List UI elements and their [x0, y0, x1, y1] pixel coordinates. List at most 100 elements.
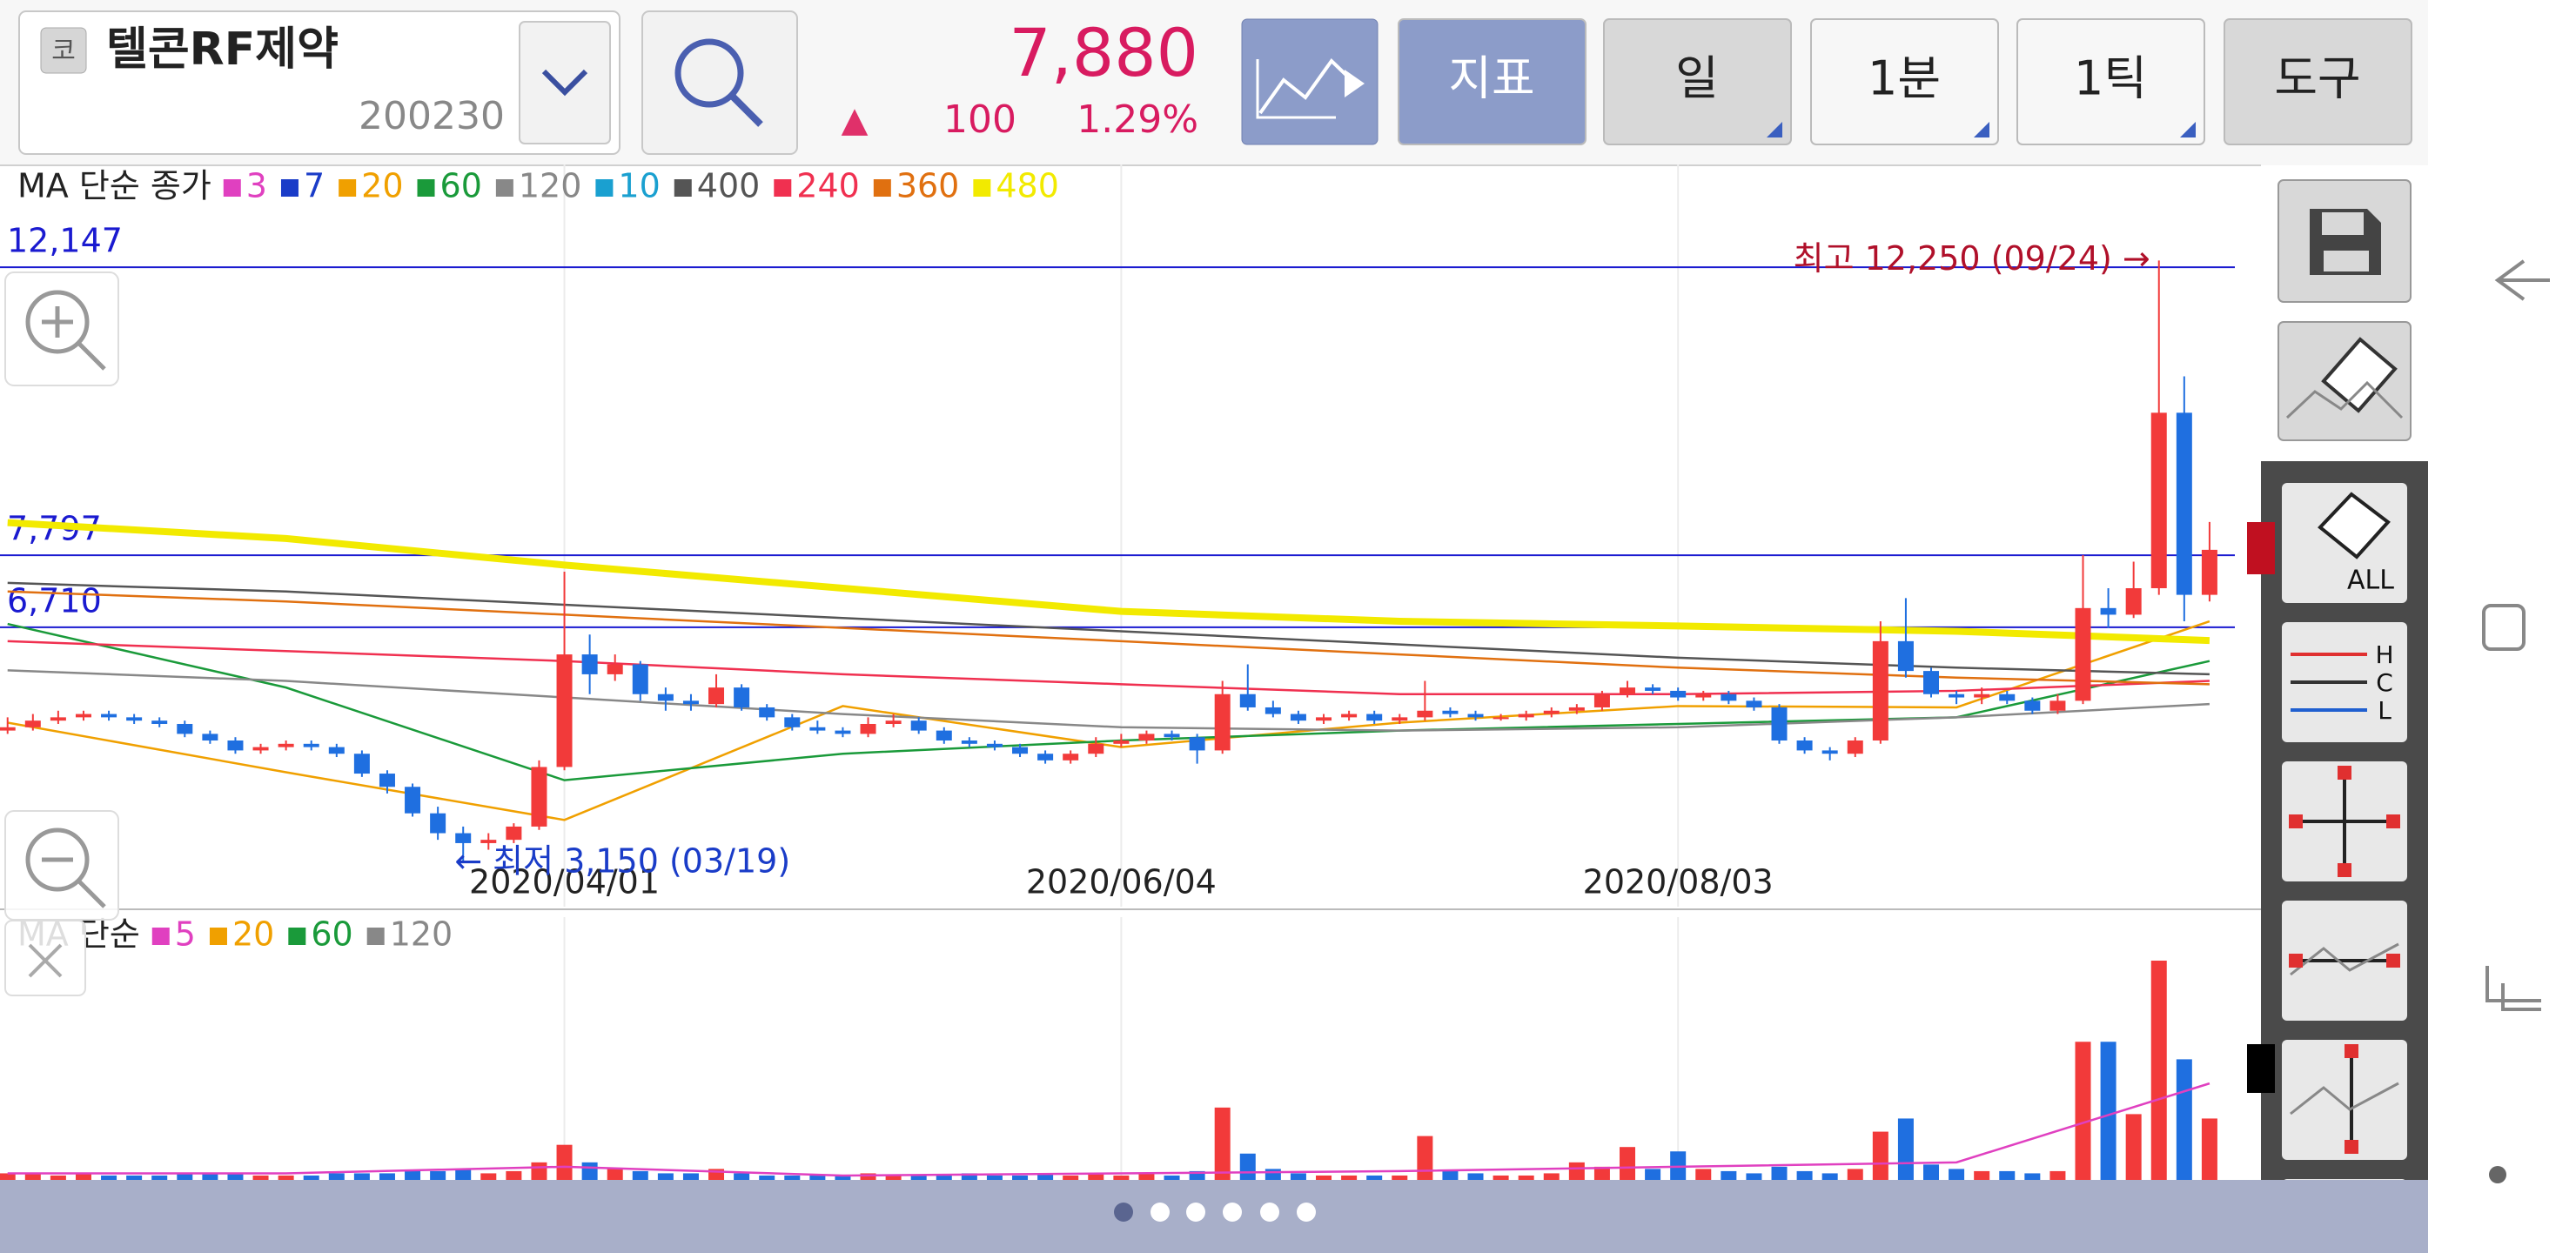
volume-bar [2125, 1114, 2142, 1180]
volume-bar [1568, 1162, 1585, 1180]
legend-label: 10 [618, 167, 660, 205]
candle-body [1341, 714, 1358, 718]
stock-box[interactable] [18, 10, 621, 155]
candle-body [734, 687, 750, 707]
candle-body [1189, 737, 1205, 751]
legend-label: 400 [697, 167, 761, 205]
toolbar-button[interactable] [1398, 18, 1587, 145]
volume-bar [2150, 961, 2167, 1180]
button-label: 1틱 [2074, 51, 2147, 106]
eraser-icon [2318, 492, 2391, 559]
badge [40, 27, 87, 74]
candle-body [759, 707, 775, 718]
candle-body [1746, 700, 1762, 707]
volume-bar [1467, 1173, 1484, 1180]
candle-body [556, 654, 573, 767]
candle-body [708, 687, 725, 705]
chart-type-button[interactable] [1241, 18, 1379, 145]
candle-body [1796, 740, 1813, 751]
handle [2338, 863, 2351, 877]
candle-body [1239, 694, 1256, 707]
volume-bar [2075, 1042, 2091, 1180]
button-label: 일 [1675, 51, 1719, 106]
legend-swatch [973, 179, 991, 197]
chart-icon [1345, 70, 1365, 97]
volume-bar [202, 1173, 218, 1180]
eraser-icon [2321, 337, 2398, 413]
candle-body [784, 717, 801, 727]
volume-bar [177, 1173, 193, 1180]
legend-swatch [674, 179, 692, 197]
all-label: ALL [2347, 566, 2394, 596]
handle [2289, 814, 2303, 828]
page-dot[interactable] [1260, 1203, 1279, 1222]
candle-body [278, 743, 294, 747]
vline-button[interactable] [2282, 1040, 2407, 1160]
x-tick-label: 2020/06/04 [1026, 863, 1217, 901]
candle-body [1543, 710, 1560, 714]
volume-bar [961, 1173, 977, 1180]
legend-swatch [339, 179, 357, 197]
home-icon[interactable] [2482, 604, 2526, 651]
stock-code: 200230 [359, 94, 505, 138]
candle-body [1037, 754, 1054, 761]
dropdown-button[interactable] [519, 21, 611, 144]
legend-swatch [873, 179, 891, 197]
page-dot[interactable] [1150, 1203, 1170, 1222]
stock-name: 텔콘RF제약 [106, 23, 339, 76]
volume-bar [1695, 1169, 1712, 1180]
toolbar-button[interactable] [2016, 18, 2205, 145]
legend-label: 20 [232, 915, 274, 954]
page-dot[interactable] [1186, 1203, 1205, 1222]
volume-bar [2100, 1042, 2116, 1180]
hcl-c: C [2376, 668, 2393, 697]
legend-label: 7 [304, 167, 325, 205]
candle-body [353, 754, 370, 774]
page-dot[interactable] [1223, 1203, 1242, 1222]
page-dot[interactable] [1297, 1203, 1316, 1222]
volume-bar [1949, 1169, 1965, 1180]
handle [2345, 1044, 2358, 1058]
search-button[interactable] [641, 10, 798, 155]
volume-bar [24, 1173, 41, 1180]
volume-bar [151, 1175, 168, 1180]
x-tick-label: 2020/04/01 [469, 863, 660, 901]
recent-icon[interactable] [2485, 966, 2541, 1011]
candle-body [1063, 754, 1079, 761]
candle-body [455, 833, 472, 843]
volume-bar [405, 1170, 421, 1180]
ma-line [7, 581, 2210, 676]
candle-body [1417, 710, 1433, 718]
page-dot[interactable] [1114, 1203, 1133, 1222]
candle-body [1290, 714, 1306, 721]
volume-bar [1872, 1131, 1888, 1180]
candle-body [1113, 740, 1130, 744]
hcl-h: H [2375, 640, 2393, 669]
volume-bar [1037, 1173, 1054, 1180]
volume-bar [1316, 1175, 1332, 1180]
legend-label: 360 [896, 167, 960, 205]
volume-bar [784, 1175, 801, 1180]
toolbar-button[interactable] [2224, 18, 2412, 145]
toolbar-button[interactable] [1603, 18, 1792, 145]
candle-body [24, 720, 41, 727]
volume-bar [1771, 1166, 1788, 1180]
volume-bar [1518, 1175, 1534, 1180]
volume-bar [1063, 1175, 1079, 1180]
toolbar-button[interactable] [1810, 18, 1999, 145]
hline-icon [2290, 942, 2399, 976]
back-icon[interactable] [2494, 259, 2550, 301]
volume-bar [607, 1169, 623, 1180]
volume-bar [101, 1175, 117, 1180]
volume-bar [1821, 1173, 1838, 1180]
close-button[interactable] [4, 920, 86, 996]
price-marker [2247, 522, 2275, 574]
volume-bar [278, 1175, 294, 1180]
legend-label: 120 [519, 167, 582, 205]
reference-label: 12,147 [7, 222, 123, 260]
candle-body [1568, 707, 1585, 711]
volume-bar [556, 1144, 573, 1180]
ma-line [7, 1082, 2210, 1177]
close-icon [28, 943, 63, 978]
candle-body [1695, 694, 1712, 698]
